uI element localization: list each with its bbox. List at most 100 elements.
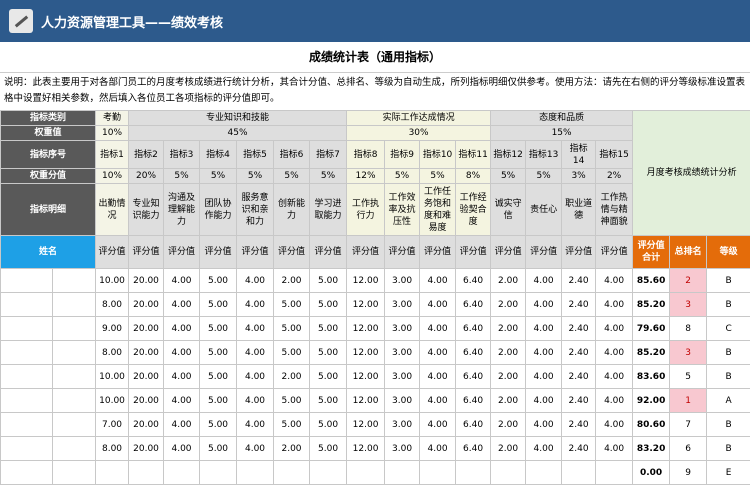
score-cell: 6.40 (455, 268, 492, 293)
name-header: 姓名 (0, 235, 97, 269)
grade-cell: B (706, 340, 750, 365)
total-cell: 85.20 (632, 292, 671, 317)
score-cell: 20.00 (128, 436, 165, 461)
category-weight: 30% (346, 125, 492, 141)
score-cell: 4.00 (525, 412, 563, 437)
indicator-detail: 工作效率及抗压性 (384, 183, 421, 236)
score-cell: 4.00 (236, 388, 275, 413)
score-cell (346, 460, 386, 485)
total-cell: 85.20 (632, 340, 671, 365)
indicator-weight-score: 5% (199, 168, 238, 184)
score-cell: 3.00 (384, 364, 421, 389)
score-cell: 12.00 (346, 316, 386, 341)
score-cell (455, 460, 492, 485)
score-cell: 5.00 (273, 292, 311, 317)
score-cell (525, 460, 563, 485)
table-row: 8.00 20.00 4.00 5.00 4.00 5.00 5.00 12.00 3.00 4.… (0, 292, 750, 317)
name-cell (51, 364, 97, 389)
score-cell: 2.00 (490, 364, 527, 389)
row-label: 权重分值 (0, 168, 97, 184)
score-cell: 4.00 (595, 292, 634, 317)
score-cell (309, 460, 348, 485)
indicator-index: 指标3 (163, 140, 201, 169)
score-cell: 12.00 (346, 388, 386, 413)
score-cell: 2.40 (561, 412, 597, 437)
score-cell: 4.00 (595, 388, 634, 413)
rank-cell: 1 (669, 388, 708, 413)
table-row: 8.00 20.00 4.00 5.00 4.00 2.00 5.00 12.00 3.00 4.… (0, 436, 750, 461)
indicator-weight-score: 5% (384, 168, 421, 184)
score-cell: 4.00 (595, 436, 634, 461)
score-cell: 2.00 (490, 436, 527, 461)
score-cell (490, 460, 527, 485)
score-cell: 3.00 (384, 268, 421, 293)
score-cell: 4.00 (236, 268, 275, 293)
score-cell (128, 460, 165, 485)
row-label: 指标明细 (0, 183, 97, 236)
score-header: 评分值 (199, 235, 238, 269)
name-cell (0, 436, 53, 461)
score-cell: 4.00 (163, 340, 201, 365)
score-cell: 4.00 (163, 316, 201, 341)
total-cell: 80.60 (632, 412, 671, 437)
score-header: 评分值 (525, 235, 563, 269)
table-row: 9.00 20.00 4.00 5.00 4.00 5.00 5.00 12.00 3.00 4.… (0, 316, 750, 341)
score-cell: 4.00 (236, 364, 275, 389)
indicator-weight-score: 5% (163, 168, 201, 184)
table-row: 指标类别 考勤 专业知识和技能 实际工作达成情况 态度和品质 月度考核成绩统计分析 (0, 110, 750, 236)
indicator-index: 指标4 (199, 140, 238, 169)
score-cell: 12.00 (346, 340, 386, 365)
table-row: 10.00 20.00 4.00 5.00 4.00 5.00 5.00 12.00 3.00 4… (0, 388, 750, 413)
indicator-index: 指标1 (95, 140, 130, 169)
score-cell (273, 460, 311, 485)
description: 说明：此表主要用于对各部门员工的月度考核成绩进行统计分析，其合计分值、总排名、等… (4, 77, 746, 104)
indicator-weight-score: 5% (309, 168, 348, 184)
name-cell (51, 316, 97, 341)
indicator-detail: 工作经验契合度 (455, 183, 492, 236)
score-cell: 5.00 (309, 292, 348, 317)
summary-title: 月度考核成绩统计分析 (632, 110, 750, 236)
score-cell: 5.00 (309, 268, 348, 293)
indicator-detail: 诚实守信 (490, 183, 527, 236)
score-cell: 2.00 (490, 316, 527, 341)
grade-cell: A (706, 388, 750, 413)
score-cell: 8.00 (95, 436, 130, 461)
score-cell: 6.40 (455, 388, 492, 413)
score-cell: 4.00 (525, 292, 563, 317)
score-cell: 4.00 (419, 316, 457, 341)
table-row: 7.00 20.00 4.00 5.00 4.00 5.00 5.00 12.00 3.00 4.… (0, 412, 750, 437)
name-cell (51, 292, 97, 317)
row-label: 权重值 (0, 125, 97, 141)
score-cell: 4.00 (236, 436, 275, 461)
score-header: 评分值 (455, 235, 492, 269)
name-cell (0, 268, 53, 293)
score-cell (561, 460, 597, 485)
score-header: 评分值 (490, 235, 527, 269)
score-cell (236, 460, 275, 485)
rank-header: 总排名 (669, 235, 708, 269)
category-label: 态度和品质 (490, 110, 634, 126)
total-cell: 83.20 (632, 436, 671, 461)
indicator-index: 指标5 (236, 140, 275, 169)
score-cell: 2.40 (561, 268, 597, 293)
row-label: 指标序号 (0, 140, 97, 169)
score-header: 评分值 (273, 235, 311, 269)
indicator-weight-score: 12% (346, 168, 386, 184)
score-cell: 2.40 (561, 292, 597, 317)
indicator-detail: 出勤情况 (95, 183, 130, 236)
name-cell (51, 460, 97, 485)
score-cell: 2.00 (490, 292, 527, 317)
name-cell (0, 460, 53, 485)
indicator-index: 指标14 (561, 140, 597, 169)
score-header: 评分值 (384, 235, 421, 269)
indicator-weight-score: 20% (128, 168, 165, 184)
score-cell: 5.00 (199, 292, 238, 317)
name-cell (0, 316, 53, 341)
table-row: 0.00 9 E (0, 460, 750, 485)
score-cell: 3.00 (384, 412, 421, 437)
indicator-weight-score: 5% (490, 168, 527, 184)
indicator-weight-score: 10% (95, 168, 130, 184)
score-cell: 6.40 (455, 364, 492, 389)
score-cell: 5.00 (309, 436, 348, 461)
score-cell: 2.00 (273, 268, 311, 293)
